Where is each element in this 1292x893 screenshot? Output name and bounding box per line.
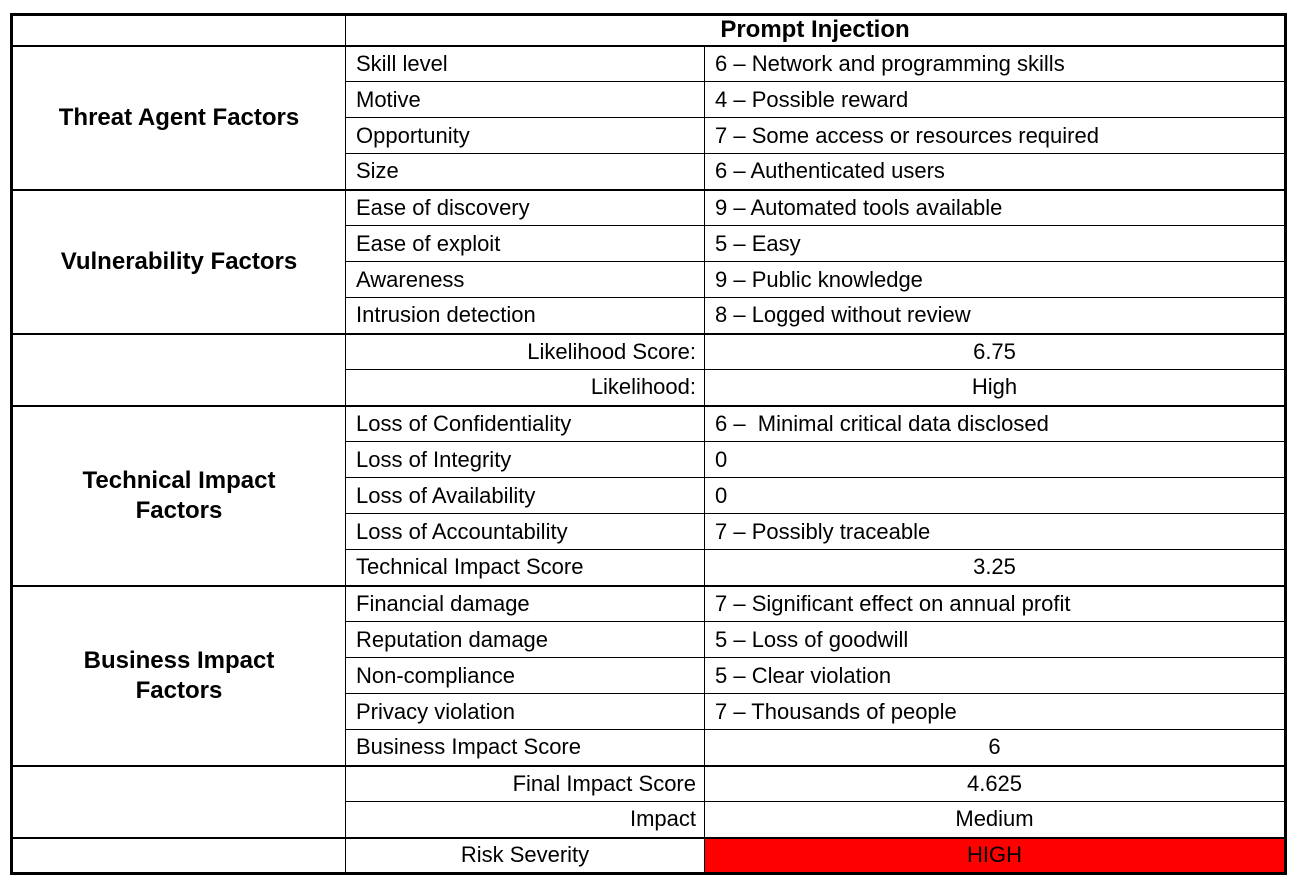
table-row: Motive 4 – Possible reward [12,81,1286,118]
reputation-damage-value: 5 – Loss of goodwill [704,621,1286,658]
table-row: Threat Agent Factors Skill level 6 – Net… [11,44,1286,190]
table-row: Likelihood: High [12,369,1286,406]
table-row: Intrusion detection 8 – Logged without r… [12,297,1286,334]
skill-level-label: Skill level [345,44,705,82]
loss-of-integrity-value: 0 [704,441,1286,478]
awareness-value: 9 – Public knowledge [704,261,1286,298]
motive-label: Motive [345,81,705,118]
financial-damage-label: Financial damage [345,584,705,622]
table-row: Vulnerability Factors Ease of discovery … [11,188,1286,334]
header-row: Prompt Injection [11,14,1286,46]
awareness-label: Awareness [345,261,705,298]
table-row: Final Impact Score 4.625 [11,764,1286,838]
final-impact-score-label: Final Impact Score [345,764,705,802]
header-empty-cell [11,14,346,46]
section-label-vulnerability-factors: Vulnerability Factors [11,188,346,334]
likelihood-score-label: Likelihood Score: [345,332,705,370]
final-impact-empty-cell [11,764,346,838]
loss-of-integrity-label: Loss of Integrity [345,441,705,478]
likelihood-level-value: High [704,369,1286,406]
table-row: Non-compliance 5 – Clear violation [12,657,1286,694]
intrusion-detection-value: 8 – Logged without review [704,297,1286,334]
size-value: 6 – Authenticated users [704,153,1286,190]
skill-level-value: 6 – Network and programming skills [704,44,1286,82]
ease-of-exploit-value: 5 – Easy [704,225,1286,262]
opportunity-value: 7 – Some access or resources required [704,117,1286,154]
table-row: Privacy violation 7 – Thousands of peopl… [12,693,1286,730]
table-row: Loss of Availability 0 [12,477,1286,514]
section-label-business-impact-factors: Business Impact Factors [11,584,346,766]
non-compliance-value: 5 – Clear violation [704,657,1286,694]
table-row: Loss of Accountability 7 – Possibly trac… [12,513,1286,550]
likelihood-level-label: Likelihood: [345,369,705,406]
likelihood-score-value: 6.75 [704,332,1286,370]
table-row: Business Impact Factors Financial damage… [11,584,1286,766]
table-row: Opportunity 7 – Some access or resources… [12,117,1286,154]
technical-impact-score-value: 3.25 [704,549,1286,586]
risk-rating-table: Prompt Injection Threat Agent Factors Sk… [10,13,1287,875]
table-row: Business Impact Score 6 [12,729,1286,766]
table-row: Likelihood Score: 6.75 [11,332,1286,406]
loss-of-accountability-value: 7 – Possibly traceable [704,513,1286,550]
table-row: Loss of Integrity 0 [12,441,1286,478]
loss-of-accountability-label: Loss of Accountability [345,513,705,550]
risk-severity-label: Risk Severity [345,836,705,874]
size-label: Size [345,153,705,190]
table-row: Awareness 9 – Public knowledge [12,261,1286,298]
intrusion-detection-label: Intrusion detection [345,297,705,334]
table-row: Technical Impact Factors Loss of Confide… [11,404,1286,586]
opportunity-label: Opportunity [345,117,705,154]
loss-of-availability-value: 0 [704,477,1286,514]
table-row: Impact Medium [12,801,1286,838]
ease-of-discovery-value: 9 – Automated tools available [704,188,1286,226]
table-row: Ease of exploit 5 – Easy [12,225,1286,262]
impact-label: Impact [345,801,705,838]
loss-of-availability-label: Loss of Availability [345,477,705,514]
table-row: Reputation damage 5 – Loss of goodwill [12,621,1286,658]
reputation-damage-label: Reputation damage [345,621,705,658]
motive-value: 4 – Possible reward [704,81,1286,118]
page: Prompt Injection Threat Agent Factors Sk… [10,13,1287,875]
business-impact-score-label: Business Impact Score [345,729,705,766]
ease-of-discovery-label: Ease of discovery [345,188,705,226]
technical-impact-score-label: Technical Impact Score [345,549,705,586]
ease-of-exploit-label: Ease of exploit [345,225,705,262]
likelihood-empty-cell [11,332,346,406]
risk-severity-empty-cell [11,836,346,874]
section-label-threat-agent-factors: Threat Agent Factors [11,44,346,190]
privacy-violation-value: 7 – Thousands of people [704,693,1286,730]
financial-damage-value: 7 – Significant effect on annual profit [704,584,1286,622]
risk-severity-badge: HIGH [704,836,1286,874]
table-row: Technical Impact Score 3.25 [12,549,1286,586]
section-label-technical-impact-factors: Technical Impact Factors [11,404,346,586]
risk-severity-row: Risk Severity HIGH [11,836,1286,874]
loss-of-confidentiality-value: 6 – Minimal critical data disclosed [704,404,1286,442]
table-title: Prompt Injection [345,14,1286,46]
final-impact-score-value: 4.625 [704,764,1286,802]
loss-of-confidentiality-label: Loss of Confidentiality [345,404,705,442]
business-impact-score-value: 6 [704,729,1286,766]
impact-value: Medium [704,801,1286,838]
privacy-violation-label: Privacy violation [345,693,705,730]
non-compliance-label: Non-compliance [345,657,705,694]
